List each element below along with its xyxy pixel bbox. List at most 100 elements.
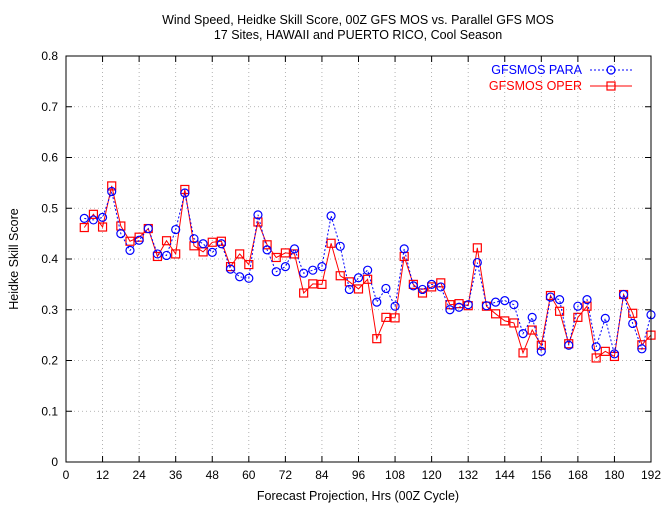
data-point-marker: [500, 296, 510, 306]
data-point-marker: [637, 344, 647, 354]
data-point-marker: [518, 329, 528, 339]
data-point-marker: [554, 295, 565, 305]
y-tick-label: 0: [51, 455, 58, 469]
data-point-marker: [97, 222, 108, 232]
data-point-marker: [207, 237, 217, 247]
x-axis-label: Forecast Projection, Hrs (00Z Cycle): [257, 489, 459, 503]
x-tick-label: 144: [495, 468, 515, 482]
x-tick-label: 180: [604, 468, 624, 482]
data-point-marker: [207, 247, 217, 258]
y-tick-label: 0.7: [41, 100, 58, 114]
data-point-marker: [225, 262, 236, 272]
chart-title-line-1: Wind Speed, Heidke Skill Score, 00Z GFS …: [162, 13, 554, 27]
y-tick-label: 0.1: [41, 404, 58, 418]
data-point-marker: [317, 279, 327, 289]
series-group: [79, 181, 656, 363]
y-axis-label: Heidke Skill Score: [7, 208, 21, 309]
data-point-marker: [353, 284, 364, 294]
data-point-marker: [628, 318, 638, 329]
data-point-marker: [500, 316, 510, 326]
data-point-marker: [171, 224, 181, 235]
data-point-marker: [253, 210, 263, 220]
data-point-marker: [225, 264, 236, 274]
data-point-marker: [472, 257, 482, 268]
data-point-marker: [326, 211, 336, 221]
data-point-marker: [454, 299, 464, 309]
data-point-marker: [97, 212, 108, 222]
data-point-marker: [582, 301, 592, 311]
y-tick-label: 0.6: [41, 151, 58, 165]
x-tick-label: 24: [132, 468, 146, 482]
legend-marker: [606, 81, 616, 91]
data-point-marker: [527, 312, 537, 322]
data-point-marker: [152, 249, 163, 259]
data-point-marker: [244, 273, 254, 283]
data-point-marker: [88, 209, 99, 219]
data-point-marker: [79, 222, 89, 233]
data-point-marker: [573, 301, 583, 311]
data-point-marker: [591, 353, 601, 363]
data-point-marker: [573, 312, 583, 322]
data-point-marker: [372, 297, 382, 307]
x-tick-label: 192: [641, 468, 661, 482]
data-point-marker: [216, 239, 226, 249]
data-point-marker: [491, 309, 501, 319]
data-point-marker: [353, 273, 364, 283]
data-point-marker: [408, 281, 418, 291]
x-tick-label: 96: [352, 468, 366, 482]
data-point-marker: [381, 312, 391, 322]
x-tick-label: 36: [169, 468, 183, 482]
data-point-marker: [280, 262, 290, 272]
data-point-marker: [189, 241, 199, 251]
data-point-marker: [308, 279, 318, 289]
series-line: [84, 189, 652, 355]
data-point-marker: [134, 235, 144, 245]
data-point-marker: [335, 271, 345, 281]
data-point-marker: [381, 283, 391, 294]
data-point-marker: [143, 223, 153, 234]
data-point-marker: [545, 292, 556, 302]
data-point-marker: [235, 249, 245, 259]
data-point-marker: [591, 342, 601, 352]
data-point-marker: [427, 279, 437, 289]
data-point-marker: [180, 188, 190, 198]
data-point-marker: [536, 346, 546, 356]
data-point-marker: [527, 325, 537, 335]
x-tick-label: 12: [96, 468, 110, 482]
x-tick-label: 84: [315, 468, 329, 482]
data-point-marker: [107, 186, 117, 197]
data-point-marker: [152, 251, 163, 262]
data-point-marker: [317, 262, 327, 272]
data-point-marker: [280, 248, 290, 258]
data-point-marker: [372, 334, 382, 344]
data-point-marker: [564, 340, 574, 350]
data-point-marker: [335, 241, 345, 251]
y-tick-label: 0.8: [41, 49, 58, 63]
ticks: 0 12 24 36 48 60 72 84 96 108 120 132 144 156 168 180 19…: [41, 49, 661, 482]
data-point-marker: [189, 234, 199, 244]
data-point-marker: [271, 252, 281, 263]
data-point-marker: [618, 289, 629, 300]
x-tick-label: 120: [422, 468, 442, 482]
data-point-marker: [198, 239, 208, 249]
data-point-marker: [399, 244, 409, 254]
data-point-marker: [134, 232, 144, 242]
chart-title-line-2: 17 Sites, HAWAII and PUERTO RICO, Cool S…: [214, 28, 502, 42]
data-point-marker: [271, 267, 281, 277]
data-point-marker: [390, 313, 400, 323]
x-tick-label: 132: [458, 468, 478, 482]
data-point-marker: [463, 300, 473, 310]
y-tick-label: 0.2: [41, 354, 58, 368]
data-point-marker: [609, 349, 620, 359]
data-point-marker: [363, 274, 373, 284]
data-point-marker: [107, 181, 117, 191]
x-tick-label: 72: [279, 468, 293, 482]
x-tick-label: 60: [242, 468, 256, 482]
data-point-marker: [509, 300, 519, 310]
x-tick-label: 168: [568, 468, 588, 482]
data-point-marker: [363, 265, 373, 275]
data-point-marker: [161, 236, 172, 246]
data-point-marker: [427, 282, 437, 292]
x-tick-label: 0: [63, 468, 70, 482]
data-point-marker: [417, 284, 428, 295]
